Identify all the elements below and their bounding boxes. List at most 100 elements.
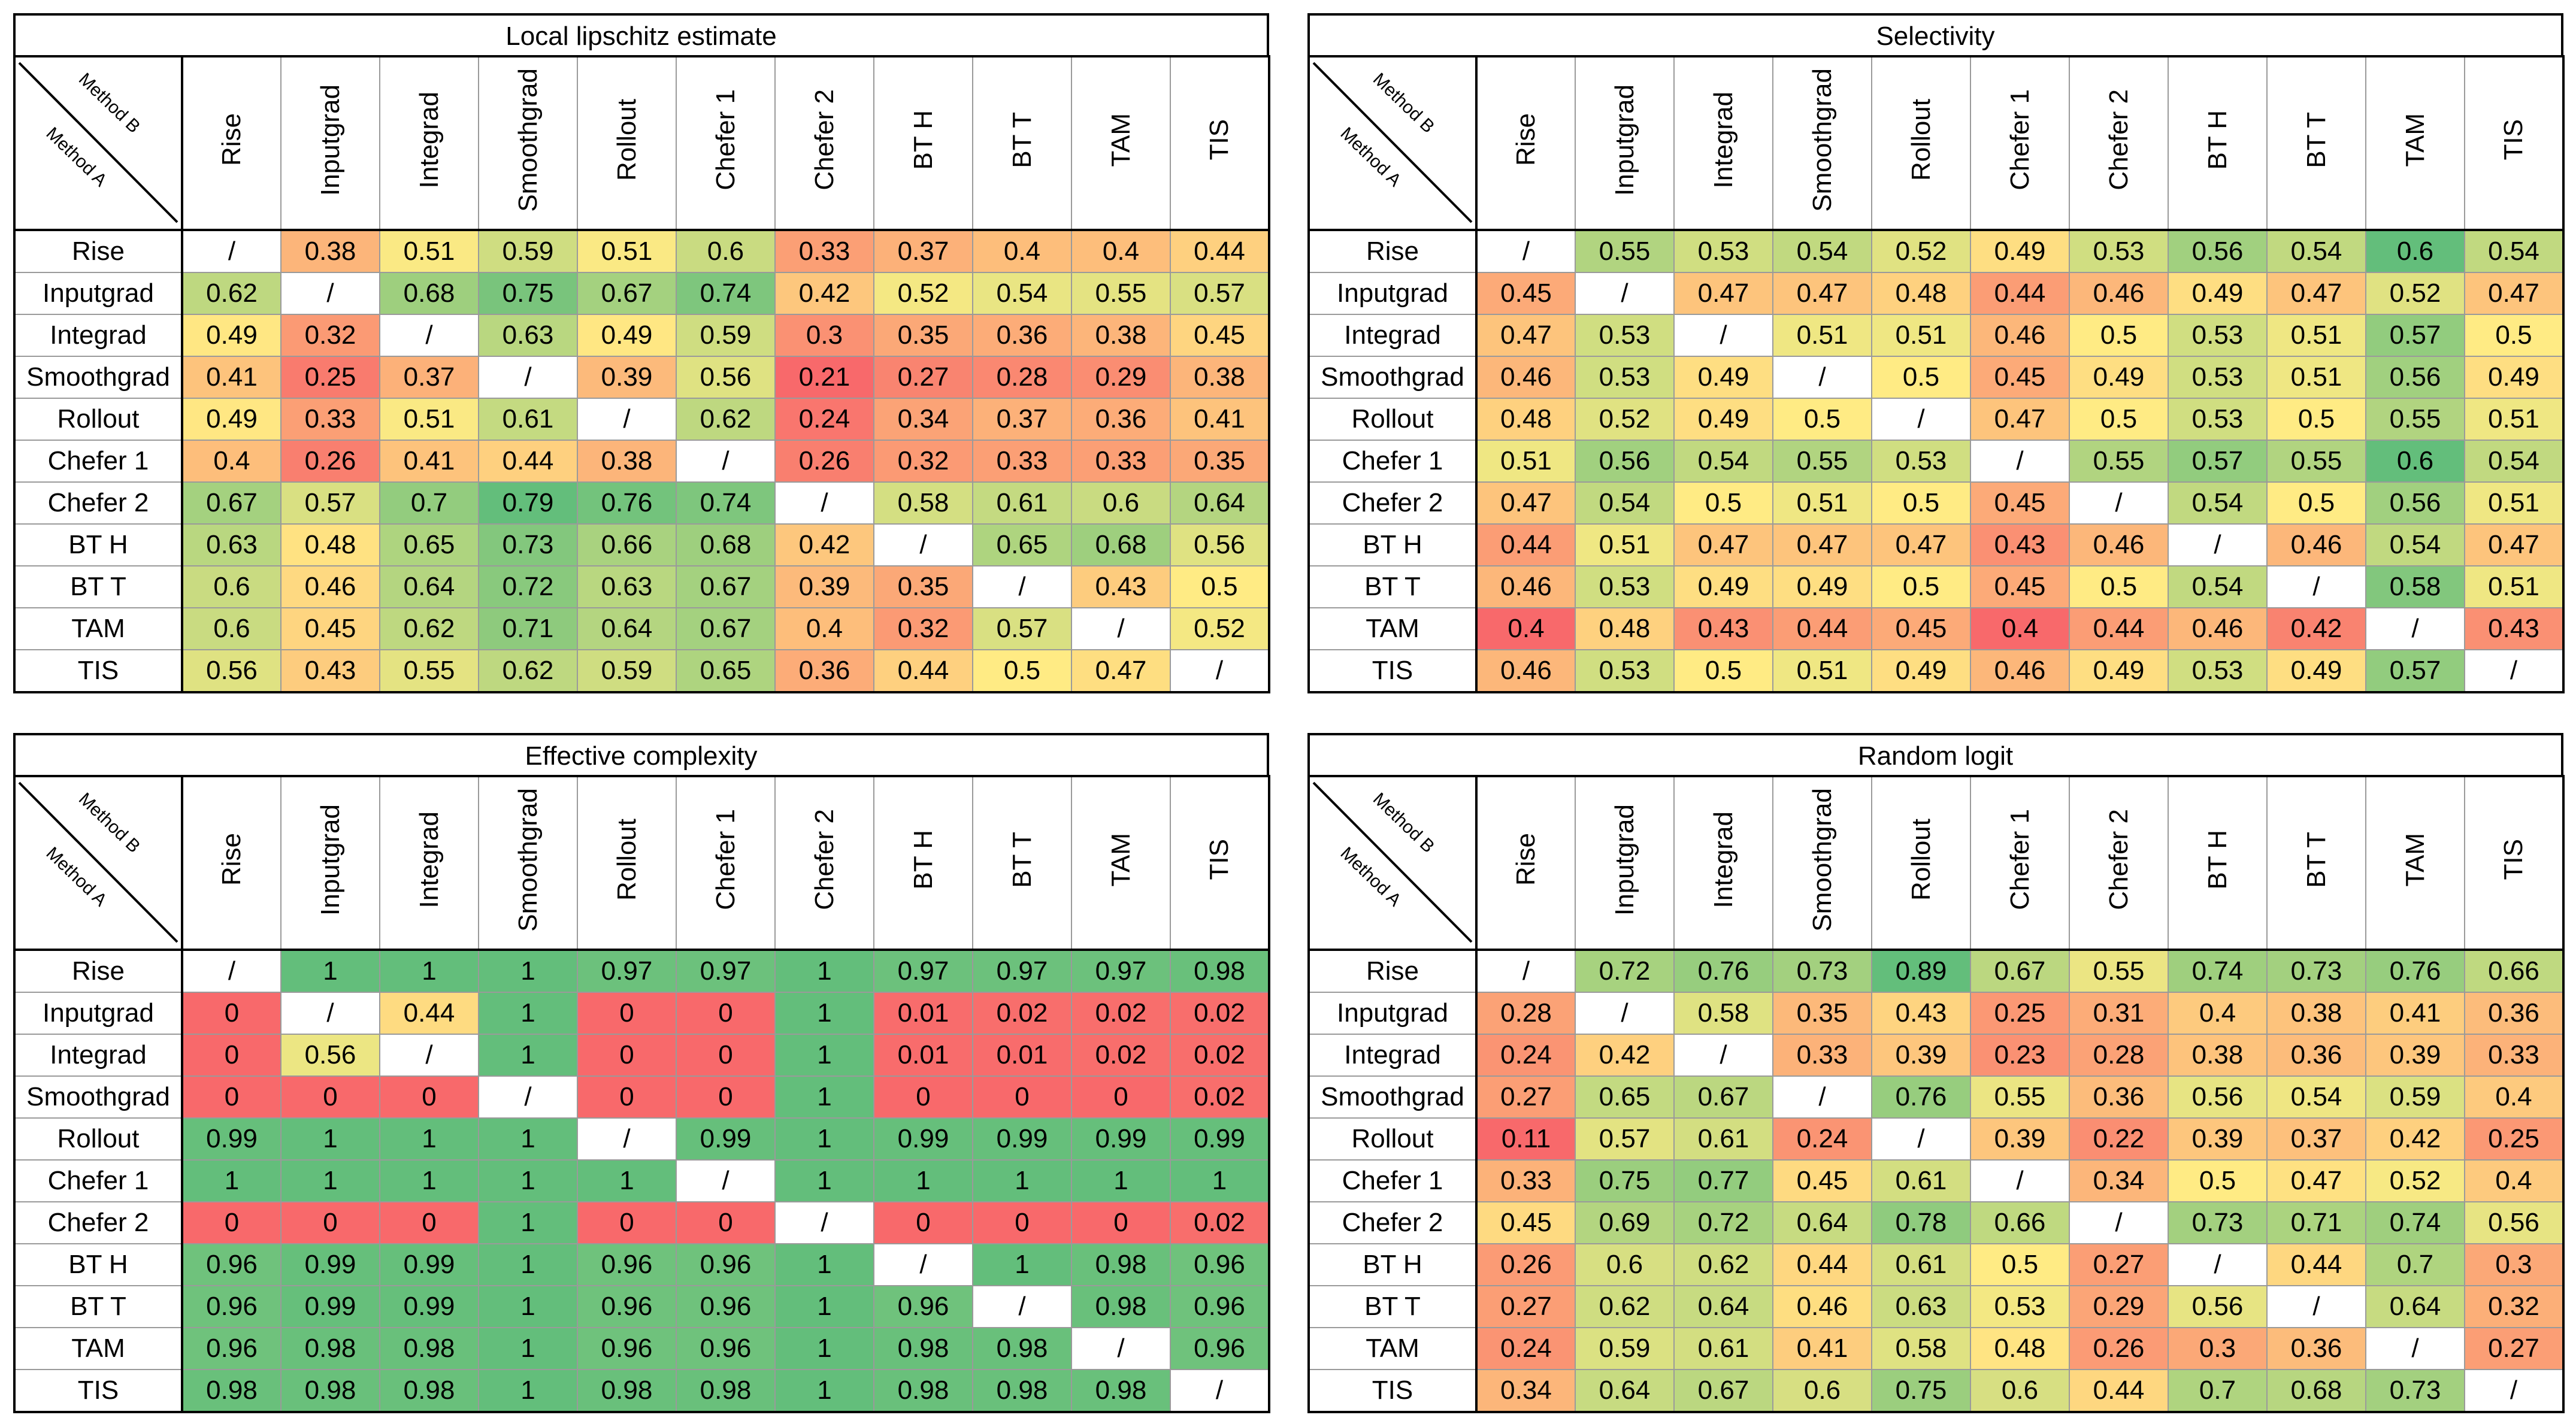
heatmap-cell: 0 xyxy=(676,1075,776,1119)
heatmap-cell: 0 xyxy=(676,1034,776,1077)
heatmap-diagonal-cell: / xyxy=(873,1243,973,1286)
heatmap-cell: 0.58 xyxy=(1871,1327,1971,1370)
heatmap-cell: 0.41 xyxy=(1170,398,1270,441)
heatmap-cell: 1 xyxy=(478,1117,578,1161)
heatmap-cell: 0.64 xyxy=(379,565,479,608)
heatmap-cell: 0 xyxy=(676,1201,776,1244)
heatmap-cell: 0.49 xyxy=(2069,649,2169,693)
column-header-label: Rollout xyxy=(1906,819,1936,901)
column-header-label: Integrad xyxy=(1708,811,1738,908)
heatmap-cell: 1 xyxy=(774,1327,874,1370)
column-header: Inputgrad xyxy=(280,775,380,950)
heatmap-cell: 0.28 xyxy=(1476,992,1576,1035)
heatmap-cell: 0.55 xyxy=(2069,949,2169,993)
heatmap-cell: 0.52 xyxy=(1170,607,1270,650)
table-row: Rollout 0.49 0.33 0.51 0.61/0.62 0.24 0.34 0.37… xyxy=(13,398,1270,441)
panel-title: Selectivity xyxy=(1307,13,2563,55)
table-row: BT H 0.96 0.99 0.99 1 0.96 0.96 1/1 0.98 0.96 xyxy=(13,1243,1270,1286)
table-row: Rollout 0.99 1 1 1/0.99 1 0.99 0.99 0.99 0.99 xyxy=(13,1117,1270,1161)
heatmap-diagonal-cell: / xyxy=(379,314,479,357)
heatmap-cell: 0.46 xyxy=(1970,649,2070,693)
heatmap-cell: 0.33 xyxy=(774,229,874,273)
heatmap-cell: 0.26 xyxy=(1476,1243,1576,1286)
heatmap-diagonal-cell: / xyxy=(2464,1369,2565,1413)
heatmap-cell: 0.56 xyxy=(2168,1075,2268,1119)
heatmap-cell: 0 xyxy=(280,1201,380,1244)
heatmap-cell: 1 xyxy=(478,1369,578,1413)
row-header: Inputgrad xyxy=(1307,272,1478,315)
heatmap-cell: 0.98 xyxy=(676,1369,776,1413)
heatmap-diagonal-cell: / xyxy=(774,1201,874,1244)
heatmap-cell: 0.61 xyxy=(1871,1243,1971,1286)
heatmap-cell: 0.62 xyxy=(181,272,281,315)
heatmap-cell: 0.21 xyxy=(774,356,874,399)
heatmap-cell: 0.49 xyxy=(181,314,281,357)
heatmap-cell: 0.55 xyxy=(379,649,479,693)
heatmap-cell: 0.41 xyxy=(379,440,479,483)
heatmap-local-lipschitz-estimate: Local lipschitz estimate Method B Method … xyxy=(13,13,1270,693)
heatmap-cell: 1 xyxy=(774,949,874,993)
table-row: Integrad 0.47 0.53/0.51 0.51 0.46 0.5 0.53 0.51… xyxy=(1307,314,2565,357)
heatmap-diagonal-cell: / xyxy=(2365,607,2465,650)
corner-label-method-b: Method B xyxy=(1369,789,1438,857)
heatmap-cell: 0.46 xyxy=(2069,523,2169,566)
column-header-label: BT H xyxy=(2202,110,2232,170)
heatmap-cell: 0.99 xyxy=(1071,1117,1171,1161)
heatmap-cell: 0 xyxy=(972,1201,1072,1244)
table-row: BT H 0.63 0.48 0.65 0.73 0.66 0.68 0.42/0.65 0.6… xyxy=(13,523,1270,566)
heatmap-cell: 0.67 xyxy=(1673,1369,1773,1413)
column-header: TIS xyxy=(2464,775,2565,950)
heatmap-cell: 0.39 xyxy=(2168,1117,2268,1161)
heatmap-cell: 0.99 xyxy=(280,1243,380,1286)
row-header: Rollout xyxy=(13,1117,183,1161)
heatmap-cell: 1 xyxy=(774,1117,874,1161)
heatmap-cell: 0.51 xyxy=(2266,314,2366,357)
heatmap-cell: 0.36 xyxy=(2266,1034,2366,1077)
column-header: Rollout xyxy=(577,55,677,231)
heatmap-cell: 0.53 xyxy=(2168,356,2268,399)
heatmap-cell: 0.71 xyxy=(478,607,578,650)
heatmap-cell: 0.5 xyxy=(1871,565,1971,608)
heatmap-cell: 0.54 xyxy=(1575,481,1675,525)
heatmap-diagonal-cell: / xyxy=(1476,229,1576,273)
heatmap-cell: 0.53 xyxy=(2168,398,2268,441)
heatmap-diagonal-cell: / xyxy=(873,523,973,566)
column-header: Integrad xyxy=(1673,775,1773,950)
column-header: TIS xyxy=(1170,775,1270,950)
column-header: Chefer 2 xyxy=(774,775,874,950)
heatmap-cell: 0.53 xyxy=(1575,356,1675,399)
heatmap-diagonal-cell: / xyxy=(280,272,380,315)
heatmap-cell: 0.63 xyxy=(478,314,578,357)
heatmap-cell: 0.46 xyxy=(1970,314,2070,357)
heatmap-table: Method B Method A Rise Inputgrad Integrad Smo… xyxy=(13,775,1270,1413)
column-header: TAM xyxy=(1071,775,1171,950)
heatmap-cell: 0.49 xyxy=(2069,356,2169,399)
heatmap-cell: 0.53 xyxy=(1575,314,1675,357)
table-row: Rollout 0.48 0.52 0.49 0.5/0.47 0.5 0.53 0.5 0.5… xyxy=(1307,398,2565,441)
heatmap-cell: 0.96 xyxy=(1170,1285,1270,1328)
heatmap-cell: 0.49 xyxy=(2464,356,2565,399)
heatmap-cell: 1 xyxy=(478,1159,578,1202)
heatmap-cell: 0.51 xyxy=(379,229,479,273)
heatmap-cell: 0.6 xyxy=(2365,229,2465,273)
heatmap-cell: 0.98 xyxy=(280,1369,380,1413)
table-row: TIS 0.34 0.64 0.67 0.6 0.75 0.6 0.44 0.7 0.68 0.73… xyxy=(1307,1369,2565,1413)
heatmap-cell: 0.79 xyxy=(478,481,578,525)
heatmap-cell: 0 xyxy=(1071,1201,1171,1244)
heatmap-diagonal-cell: / xyxy=(1772,1075,1872,1119)
heatmap-cell: 0.4 xyxy=(181,440,281,483)
heatmap-cell: 0.44 xyxy=(873,649,973,693)
column-header: TAM xyxy=(2365,55,2465,231)
table-row: TAM 0.6 0.45 0.62 0.71 0.64 0.67 0.4 0.32 0.57/0.… xyxy=(13,607,1270,650)
heatmap-diagonal-cell: / xyxy=(2266,1285,2366,1328)
heatmap-cell: 0.63 xyxy=(181,523,281,566)
heatmap-cell: 0.46 xyxy=(2266,523,2366,566)
heatmap-cell: 1 xyxy=(774,1075,874,1119)
heatmap-cell: 0.5 xyxy=(2069,314,2169,357)
row-header: Rise xyxy=(1307,229,1478,273)
table-row: BT H 0.44 0.51 0.47 0.47 0.47 0.43 0.46/0.46 0.5… xyxy=(1307,523,2565,566)
column-header-label: Chefer 2 xyxy=(809,89,839,190)
